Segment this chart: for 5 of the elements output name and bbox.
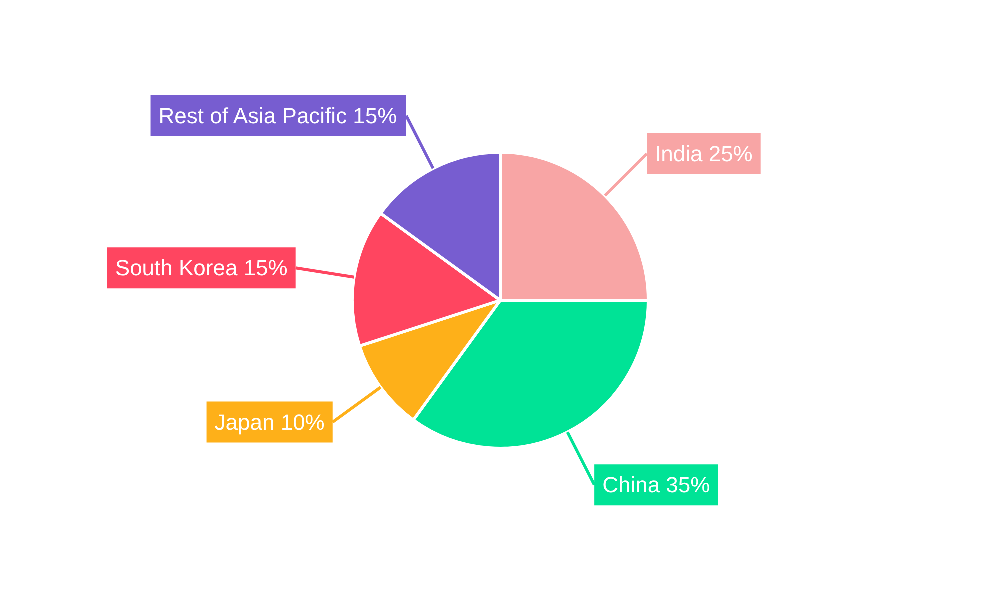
slice-label: South Korea 15% [115, 256, 288, 281]
slice-label: Japan 10% [214, 410, 325, 435]
slice-label: China 35% [602, 472, 710, 498]
slice-label: India 25% [655, 141, 753, 166]
slice-label: Rest of Asia Pacific 15% [158, 103, 398, 128]
